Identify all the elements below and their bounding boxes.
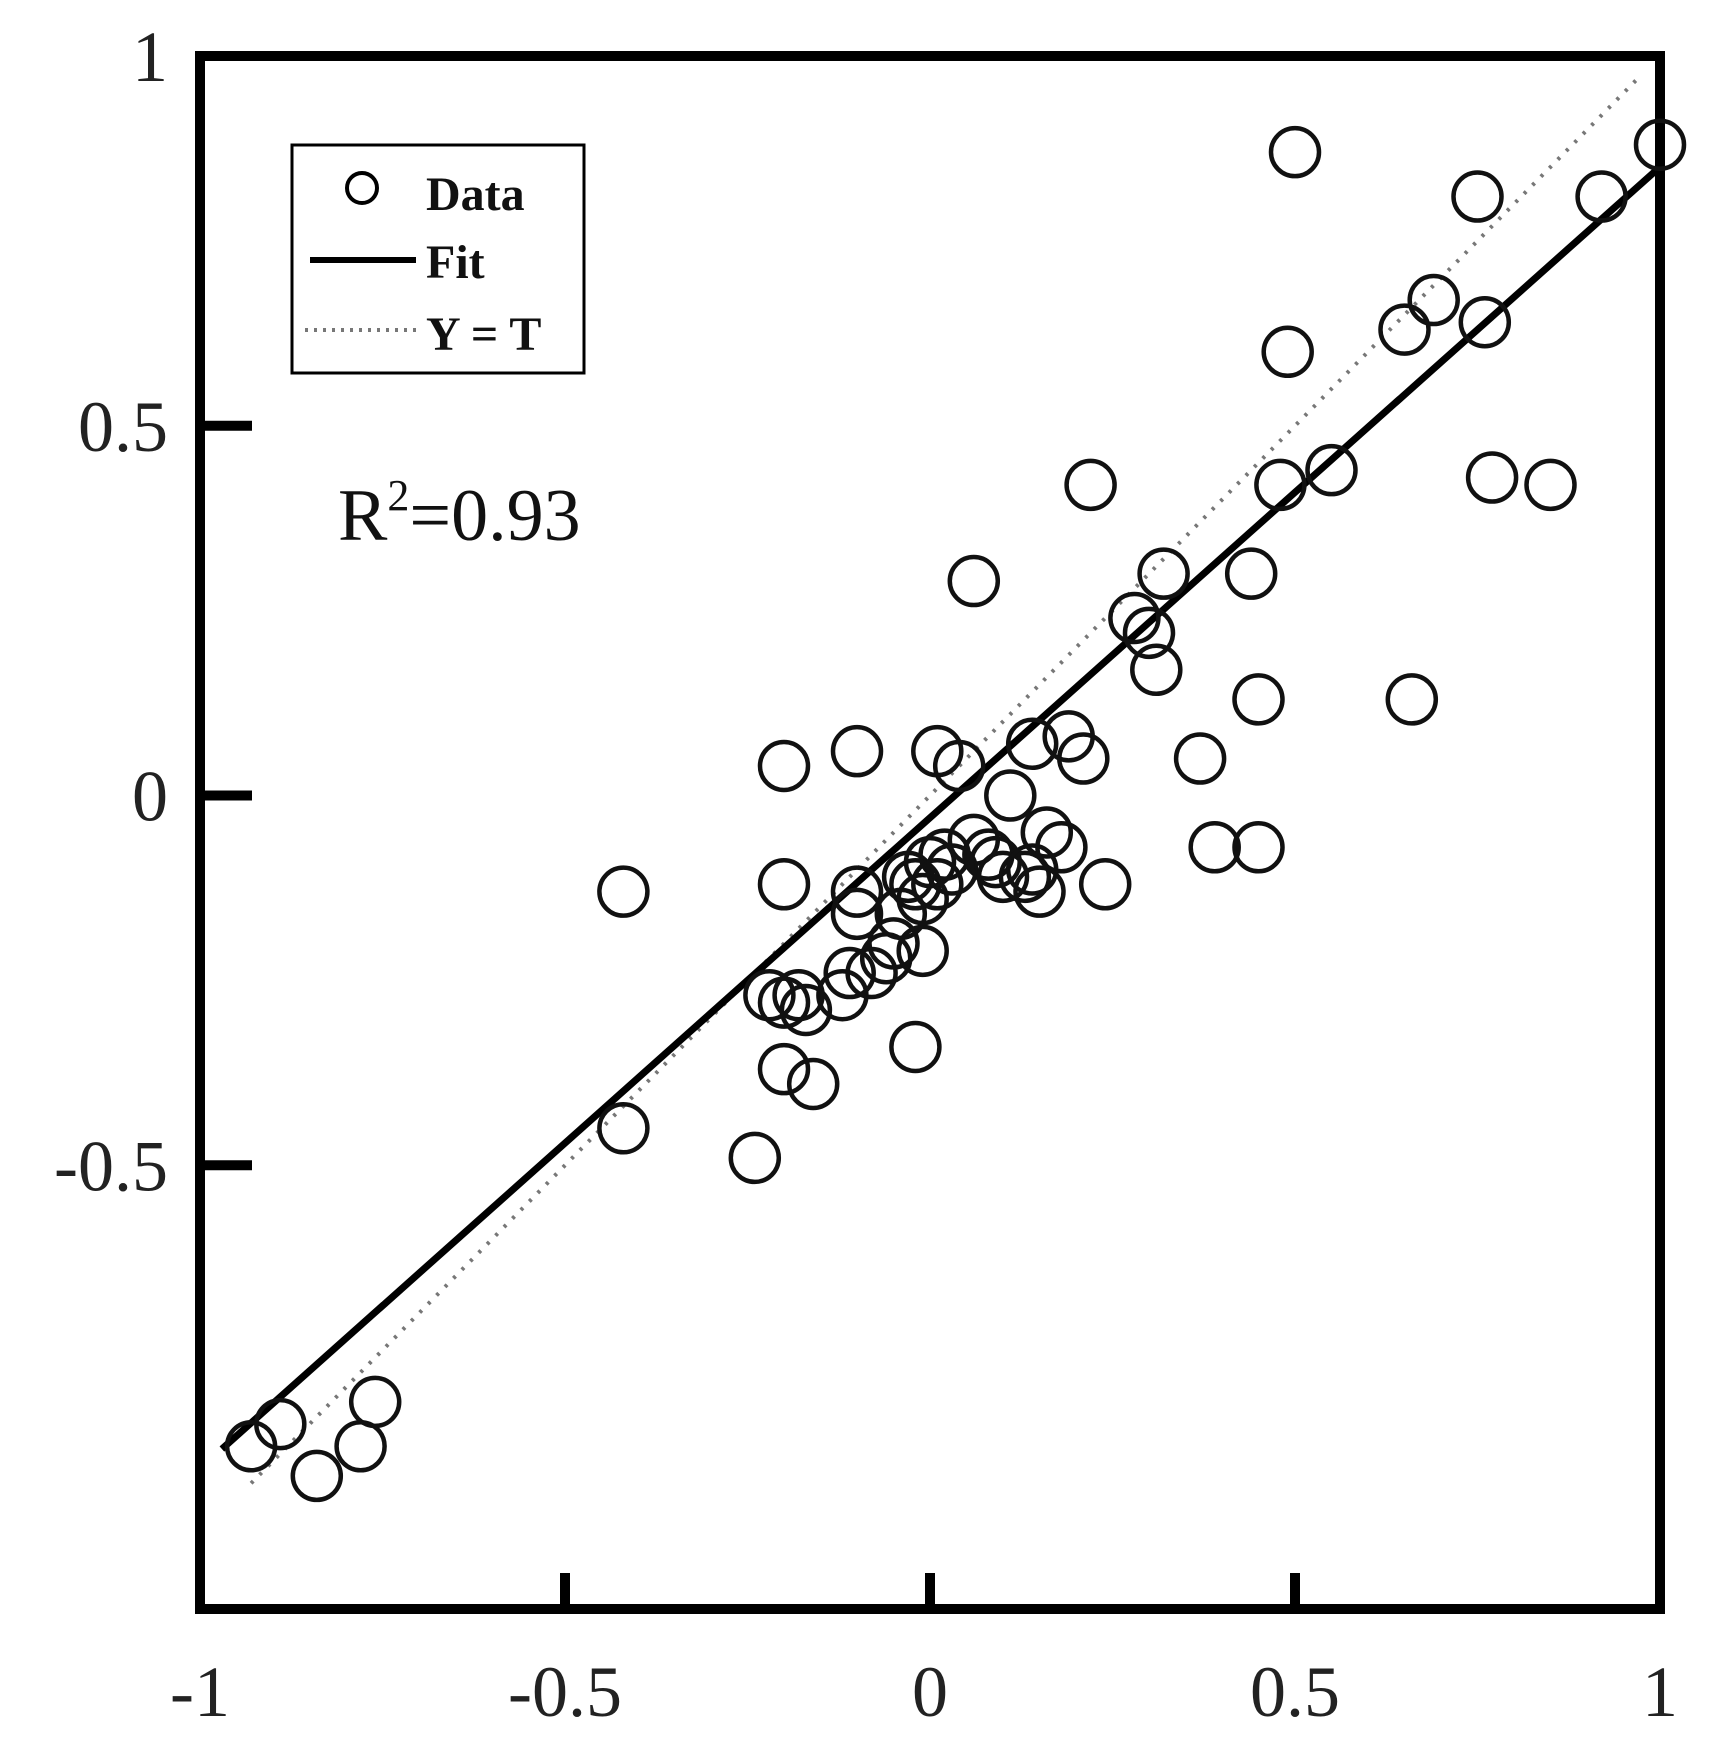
data-point <box>1232 821 1285 874</box>
data-point <box>1137 547 1190 600</box>
data-point <box>932 739 986 793</box>
data-point <box>1122 606 1176 660</box>
data-point <box>779 983 833 1037</box>
data-point <box>1078 858 1132 911</box>
data-point <box>984 769 1037 822</box>
data-point <box>597 1102 650 1155</box>
fit-line <box>219 164 1663 1452</box>
r-squared-value: =0.93 <box>409 475 580 557</box>
data-point <box>1575 170 1628 223</box>
data-point <box>786 1057 840 1111</box>
data-point <box>830 887 884 941</box>
legend-marker-data <box>345 171 379 205</box>
data-point <box>290 1449 344 1503</box>
data-point <box>911 858 964 911</box>
data-point <box>597 865 650 918</box>
x-tick-label: -0.5 <box>508 1652 622 1732</box>
data-point <box>1268 125 1322 179</box>
data-point <box>1232 673 1285 726</box>
data-point <box>757 739 811 793</box>
data-point <box>998 850 1052 904</box>
legend-label-data: Data <box>426 168 525 221</box>
data-point <box>830 865 884 918</box>
data-point <box>1035 821 1088 874</box>
identity-line <box>249 76 1640 1485</box>
data-point <box>947 554 1001 608</box>
data-point <box>1451 170 1504 223</box>
legend-label-identity: Y = T <box>426 308 541 361</box>
data-point <box>757 858 811 911</box>
data-point <box>254 1397 307 1451</box>
data-point <box>1465 451 1519 504</box>
data-point <box>1188 821 1241 874</box>
data-point <box>1524 458 1577 512</box>
y-tick-label: 0.5 <box>78 387 168 467</box>
data-point <box>823 946 876 1000</box>
data-point <box>1130 643 1183 697</box>
data-point <box>1057 732 1110 785</box>
y-tick-label: 1 <box>132 17 168 97</box>
axis-ticks: -1 -0.5 0 0.5 1 -0.5 0 0.5 1 <box>54 17 1678 1732</box>
data-point <box>1407 273 1460 327</box>
data-point <box>1633 118 1687 171</box>
legend-label-fit: Fit <box>426 236 485 289</box>
data-point <box>1013 865 1066 918</box>
data-points <box>224 118 1687 1503</box>
r-squared-annotation: R2=0.93 <box>338 471 581 557</box>
data-point <box>1064 458 1117 512</box>
data-point <box>1005 717 1059 771</box>
data-point <box>1305 443 1358 497</box>
data-point <box>889 1020 942 1074</box>
y-tick-label: 0 <box>132 757 168 837</box>
reference-lines <box>219 76 1663 1485</box>
x-tick-label: -1 <box>170 1652 230 1732</box>
data-point <box>757 1042 811 1096</box>
data-point <box>1108 591 1161 645</box>
x-tick-label: 0 <box>912 1652 948 1732</box>
data-point <box>1254 458 1307 512</box>
data-point <box>830 724 884 778</box>
data-point <box>1458 295 1512 349</box>
data-point <box>1261 325 1314 379</box>
data-point <box>1173 732 1227 785</box>
legend: Data Fit Y = T <box>290 143 586 375</box>
data-point <box>1378 303 1431 356</box>
r-squared-superscript: 2 <box>387 471 409 520</box>
data-point <box>1385 673 1439 726</box>
data-point <box>1020 806 1074 859</box>
r-squared-prefix: R <box>338 475 388 557</box>
data-point <box>896 872 949 926</box>
y-tick-label: -0.5 <box>54 1126 168 1206</box>
data-point <box>976 850 1030 904</box>
data-point <box>1224 547 1278 600</box>
data-point <box>896 924 949 978</box>
x-tick-label: 1 <box>1642 1652 1678 1732</box>
data-point <box>867 917 920 970</box>
data-point <box>728 1131 782 1185</box>
x-tick-label: 0.5 <box>1250 1652 1340 1732</box>
data-point <box>348 1375 402 1429</box>
